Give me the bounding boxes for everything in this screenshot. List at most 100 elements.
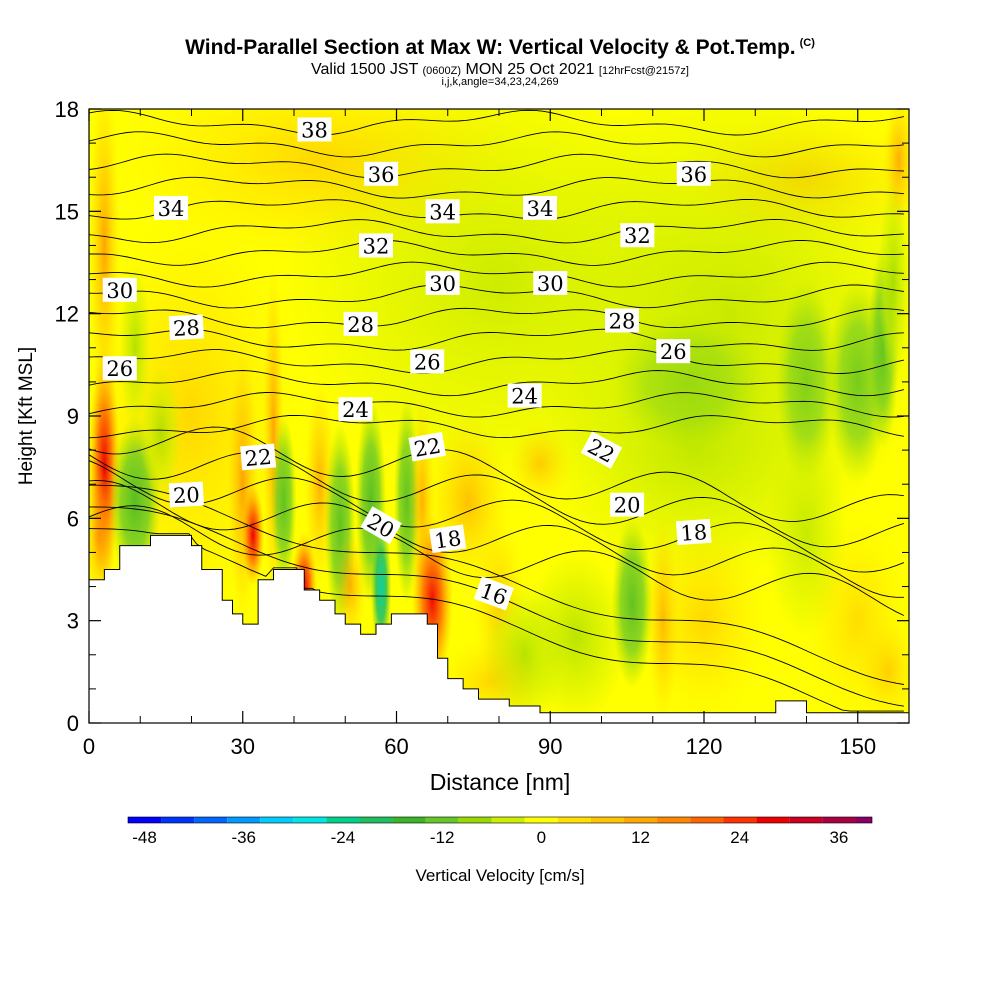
colorbar-tick-label: -36 [231,828,256,847]
theta-contour [89,370,905,397]
contour-label-text: 28 [172,316,200,341]
theta-contour [89,176,904,199]
colorbar-tick-label: 12 [631,828,650,847]
colorbar-swatch [425,817,459,823]
x-tick-label: 60 [384,734,408,759]
contour-label-text: 32 [363,234,390,258]
velocity-cell [775,279,838,485]
y-tick-label: 15 [55,199,79,224]
contour-label: 26 [102,356,137,381]
contour-label: 26 [410,349,445,374]
theta-contour [89,109,904,136]
colorbar-swatch [624,817,658,823]
contour-label-text: 34 [158,197,185,221]
velocity-cell [611,313,766,451]
x-tick-label: 150 [839,734,876,759]
contour-label-text: 26 [660,340,687,364]
contour-label-text: 38 [301,118,328,142]
contour-label: 20 [610,492,645,518]
velocity-cell [119,262,151,434]
theta-contour [89,414,904,439]
colorbar-swatch [227,817,261,823]
colorbar-tick-label: -48 [132,828,157,847]
contour-labels: 38 36 36 34 34 34 32 32 30 30 30 28 28 28 26 26 26 24 24 22… [102,117,712,611]
contour-label-text: 22 [244,445,273,471]
velocity-cell [642,518,766,723]
contour-label: 32 [359,233,393,258]
theta-contour [89,505,905,616]
colorbar-tick-label: -12 [430,828,455,847]
colorbar-swatch [524,817,558,823]
contour-label-text: 24 [342,398,369,422]
theta-contour [89,451,905,548]
theta-contour [89,528,904,712]
colorbar-tick-label: 36 [829,828,848,847]
contour-label-text: 36 [368,163,395,187]
contour-label-text: 18 [680,520,708,546]
colorbar-swatch [326,817,360,823]
contour-label-text: 26 [106,357,133,381]
velocity-cell [241,484,265,587]
colorbar-swatch [822,817,856,823]
terrain [89,534,909,723]
contour-label: 22 [240,443,277,471]
y-tick-label: 12 [55,302,79,327]
theta-contour [89,218,904,244]
colorbar-swatch [194,817,228,823]
theta-contour [89,261,904,288]
colorbar-swatch [128,817,162,823]
colorbar-tick-label: 0 [537,828,546,847]
y-tick-label: 6 [67,506,79,531]
contour-label-text: 36 [680,163,707,187]
contour-label: 18 [675,518,712,546]
contour-label: 22 [408,431,447,462]
contour-label: 34 [425,199,460,224]
contour-label-text: 34 [429,200,456,224]
theta-contour [89,479,904,598]
contour-label-text: 26 [414,350,441,374]
contour-label-text: 18 [433,526,463,553]
velocity-cell [509,422,571,505]
contour-label: 28 [168,314,204,341]
contour-label: 34 [154,195,188,221]
contour-label-text: 34 [527,197,554,221]
colorbar-swatch [657,817,691,823]
theta-contour [89,460,905,573]
colorbar-tick-label: -24 [331,828,356,847]
contour-label: 24 [507,383,542,409]
colorbar-swatch [161,817,195,823]
copyright-mark: (C) [799,37,815,49]
theta-contour [89,484,904,685]
contour-label: 24 [338,397,373,422]
velocity-cell [524,552,628,723]
velocity-cell [878,177,909,382]
contour-label-text: 20 [614,494,641,518]
colorbar: -48 -36 -24 -12 0 12 24 36 [127,816,873,847]
colorbar-swatch [590,817,624,823]
x-axis-label: Distance [nm] [430,769,571,795]
x-tick-label: 0 [83,734,95,759]
contour-label-text: 32 [624,224,651,248]
colorbar-swatch [359,817,393,823]
colorbar-swatch [690,817,724,823]
velocity-cell [89,109,120,416]
colorbar-swatch [458,817,492,823]
contour-label: 18 [429,524,467,554]
contour-label-text: 22 [412,434,442,462]
contour-label-text: 28 [609,309,636,333]
colorbar-swatch [491,817,525,823]
velocity-cell [857,620,909,723]
theta-contour [89,153,904,179]
contour-label: 28 [605,308,639,333]
theta-contour [89,307,904,329]
contour-label: 38 [297,117,332,142]
y-tick-label: 0 [67,711,79,736]
contour-label: 30 [425,270,460,296]
y-tick-label: 3 [67,609,79,634]
colorbar-swatch [293,817,327,823]
plot-area [89,109,909,723]
theta-contour [89,392,904,418]
chart-title: Wind-Parallel Section at Max W: Vertical… [185,36,815,59]
